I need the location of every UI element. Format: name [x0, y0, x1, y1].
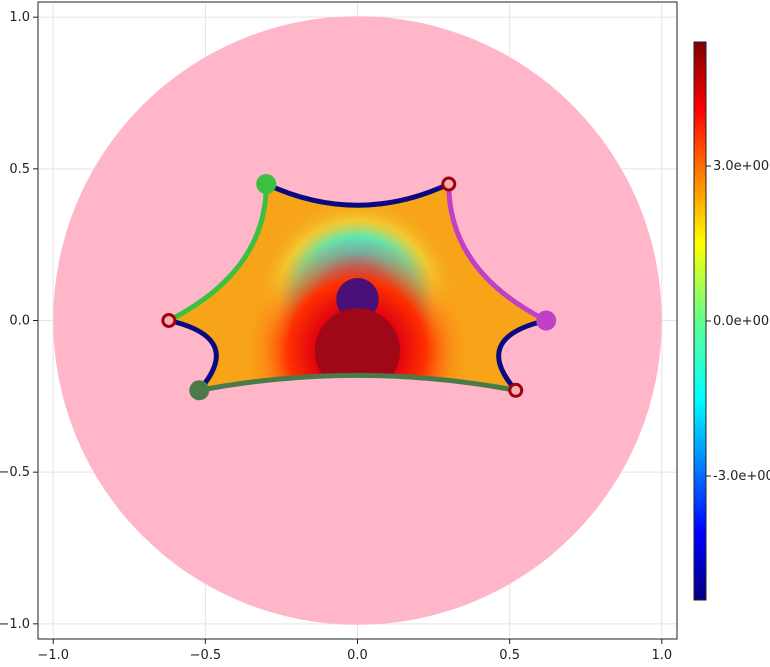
x-tick-label: 0.0: [347, 648, 368, 663]
x-tick-label: 0.5: [499, 648, 520, 663]
polygon-edge: [166, 318, 219, 393]
x-tick-label: 1.0: [651, 648, 672, 663]
vertex-marker: [536, 310, 557, 331]
polygon-edge: [496, 318, 549, 393]
vertex-marker: [508, 382, 524, 398]
x-tick-label: −0.5: [190, 648, 222, 663]
colorbar: 3.0e+00 0.0e+00 -3.0e+00: [693, 41, 770, 601]
colorbar-tick-label: -3.0e+00: [713, 469, 770, 484]
colorbar-gradient: [693, 41, 707, 601]
y-tick-label: 0.5: [9, 162, 30, 177]
colorbar-ticks: 3.0e+00 0.0e+00 -3.0e+00: [706, 159, 770, 484]
polygon-edge: [263, 181, 452, 208]
polygon-edge: [446, 181, 549, 323]
y-tick-label: −0.5: [0, 465, 30, 480]
colorbar-tick-label: 3.0e+00: [713, 159, 769, 174]
vertex-marker: [161, 313, 177, 328]
polygon-edge: [196, 372, 519, 393]
vertex-marker: [441, 176, 457, 192]
singularity-dot: [314, 308, 401, 391]
y-axis-ticks: −1.0 −0.5 0.0 0.5 1.0: [0, 10, 38, 632]
y-tick-label: 0.0: [9, 314, 30, 329]
vertex-marker: [189, 380, 210, 401]
polygon-edge: [166, 181, 269, 323]
vertex-marker: [256, 174, 277, 194]
x-tick-label: −1.0: [37, 648, 69, 663]
plot-area: [53, 16, 662, 625]
colorbar-tick-label: 0.0e+00: [713, 314, 769, 329]
x-axis-ticks: −1.0 −0.5 0.0 0.5 1.0: [37, 639, 672, 663]
y-tick-label: 1.0: [9, 10, 30, 25]
y-tick-label: −1.0: [0, 617, 30, 632]
